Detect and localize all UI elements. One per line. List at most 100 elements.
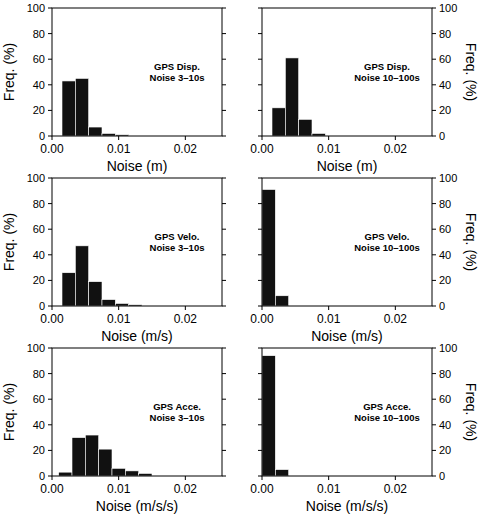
panel: 0.000.010.02020406080100Noise (m)Freq. (… [250,2,478,174]
y-axis-label: Freq. (%) [1,213,17,271]
y-tick [48,33,52,34]
panel: 0.000.010.02020406080100Noise (m/s)Freq.… [1,172,226,344]
y-tick [432,229,436,230]
bar [272,108,285,136]
x-tick [185,136,186,140]
x-tick-label: 0.00 [40,482,64,496]
bar [125,471,138,476]
bar [262,356,275,476]
y-tick [48,280,52,281]
y-tick [258,33,262,34]
x-tick [395,136,396,140]
x-tick-label: 0.00 [40,312,64,326]
y-axis-label: Freq. (%) [463,213,478,271]
y-tick [48,399,52,400]
bar [89,127,102,136]
y-tick [258,306,262,307]
y-tick-label: 20 [33,104,45,116]
y-tick [222,8,226,9]
annotation: GPS Acce. [153,401,201,412]
y-axis-label: Freq. (%) [1,43,17,101]
y-tick-label: 100 [439,172,457,184]
y-tick-label: 0 [39,470,45,482]
x-tick [262,306,263,310]
x-tick [118,136,119,140]
y-tick [432,450,436,451]
x-axis-label: Noise (m/s/s) [306,498,388,514]
y-tick [222,450,226,451]
y-tick-label: 0 [439,130,445,142]
y-tick-label: 0 [39,130,45,142]
y-tick [222,33,226,34]
annotation: GPS Velo. [155,231,200,242]
y-tick-label: 60 [33,393,45,405]
y-tick [222,136,226,137]
x-tick-label: 0.01 [317,142,341,156]
y-tick [432,203,436,204]
y-tick-label: 80 [439,198,451,210]
x-tick-label: 0.01 [317,482,341,496]
x-tick-label: 0.00 [250,312,274,326]
y-tick [432,373,436,374]
bar [112,468,125,476]
y-tick [222,254,226,255]
x-tick-label: 0.02 [384,482,408,496]
y-tick [432,399,436,400]
y-tick [48,178,52,179]
bars [62,246,142,306]
y-tick [258,399,262,400]
x-tick [328,136,329,140]
y-tick [48,229,52,230]
x-tick [185,476,186,480]
y-tick [432,33,436,34]
y-tick [258,254,262,255]
y-axis-label: Freq. (%) [1,383,17,441]
y-tick [432,306,436,307]
y-tick [222,348,226,349]
panel: 0.000.010.02020406080100Noise (m/s/s)Fre… [1,342,226,514]
bars [59,435,152,476]
bar [299,119,312,136]
y-tick [222,424,226,425]
x-tick [52,306,53,310]
x-axis-label: Noise (m) [317,158,378,174]
x-tick [118,476,119,480]
y-tick [258,203,262,204]
y-tick [48,348,52,349]
y-tick [432,476,436,477]
y-tick [222,306,226,307]
y-tick [258,280,262,281]
y-tick [48,450,52,451]
x-tick-label: 0.02 [174,312,198,326]
y-tick-label: 40 [439,249,451,261]
x-axis-label: Noise (m/s) [101,328,173,344]
y-tick [48,110,52,111]
bar [285,58,298,136]
annotation: Noise 3–10s [150,412,205,423]
y-tick [432,348,436,349]
y-tick-label: 20 [33,444,45,456]
y-tick [432,110,436,111]
y-tick-label: 40 [33,79,45,91]
y-tick [222,203,226,204]
y-tick [258,110,262,111]
y-tick-label: 80 [33,198,45,210]
y-tick [432,84,436,85]
bars [262,356,289,476]
y-tick [222,280,226,281]
y-tick [432,8,436,9]
y-tick [222,59,226,60]
y-tick-label: 0 [439,470,445,482]
bar [62,81,75,136]
y-tick-label: 60 [33,223,45,235]
y-tick [258,424,262,425]
x-tick-label: 0.00 [40,142,64,156]
y-tick [48,136,52,137]
bars [262,190,289,306]
y-tick-label: 20 [33,274,45,286]
x-tick-label: 0.02 [384,312,408,326]
y-tick-label: 100 [439,2,457,14]
x-axis-label: Noise (m/s) [311,328,383,344]
x-axis-label: Noise (m) [107,158,168,174]
x-tick [52,476,53,480]
